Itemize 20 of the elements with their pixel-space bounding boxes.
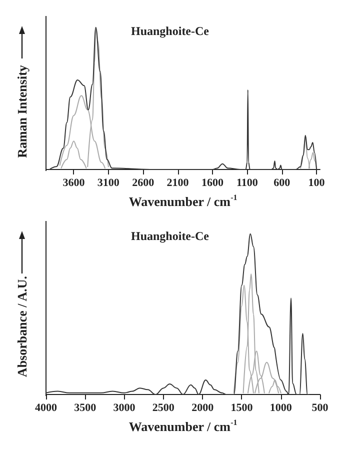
y-axis-title: Raman Intensity xyxy=(14,64,30,158)
x-tick-label: 500 xyxy=(312,402,329,414)
x-tick-label: 2100 xyxy=(166,177,190,189)
x-tick-label: 1600 xyxy=(201,177,224,189)
x-tick-label: 1000 xyxy=(270,402,292,414)
chart-title: Huanghoite-Ce xyxy=(131,229,210,243)
x-tick-label: 2000 xyxy=(192,402,214,414)
x-tick-label: 2600 xyxy=(132,177,155,189)
y-axis-title: Absorbance / A.U. xyxy=(14,276,30,378)
x-tick-label: 3600 xyxy=(62,177,86,189)
x-tick-label: 1500 xyxy=(230,402,254,414)
chart-title: Huanghoite-Ce xyxy=(131,24,210,38)
x-tick-label: 2500 xyxy=(152,402,175,414)
x-tick-label: 100 xyxy=(308,177,326,189)
x-tick-label: 3100 xyxy=(97,177,120,189)
x-tick-label: 4000 xyxy=(35,402,58,414)
x-tick-label: 1100 xyxy=(236,177,258,189)
x-tick-label: 3500 xyxy=(74,402,97,414)
x-tick-label: 3000 xyxy=(113,402,136,414)
x-tick-label: 600 xyxy=(274,177,291,189)
